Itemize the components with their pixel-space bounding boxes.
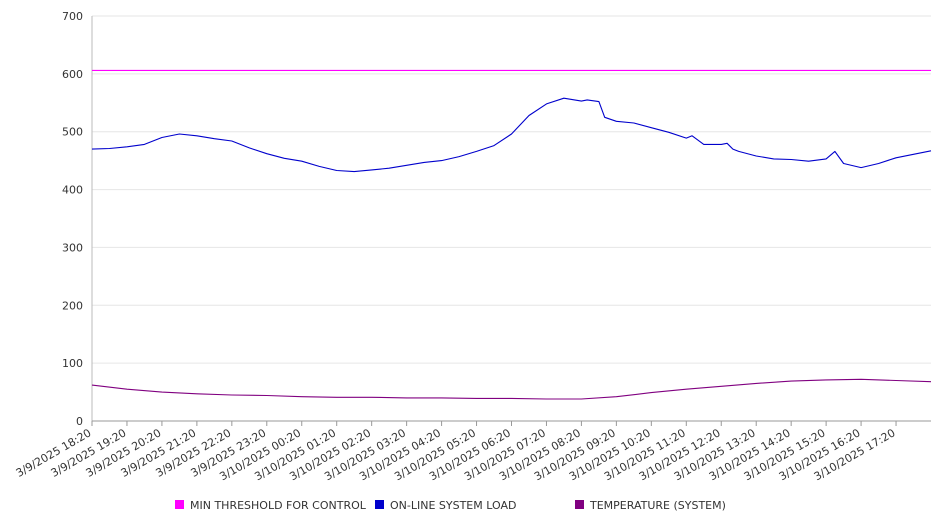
y-tick-label: 300 [62,241,83,254]
legend-swatch-0 [175,500,184,509]
y-tick-label: 100 [62,357,83,370]
y-tick-label: 700 [62,10,83,23]
grid [92,15,931,422]
y-tick-label: 200 [62,299,83,312]
legend: MIN THRESHOLD FOR CONTROL ON-LINE SYSTEM … [175,499,726,512]
legend-swatch-2 [575,500,584,509]
legend-label-1: ON-LINE SYSTEM LOAD [390,499,516,512]
legend-label-0: MIN THRESHOLD FOR CONTROL [190,499,367,512]
legend-label-2: TEMPERATURE (SYSTEM) [589,499,726,512]
y-tick-label: 0 [76,415,83,428]
y-tick-label: 600 [62,68,83,81]
series-line-2 [91,378,932,400]
series [91,69,932,400]
series-line-1 [91,97,932,173]
y-tick-label: 400 [62,184,83,197]
legend-swatch-1 [375,500,384,509]
y-tick-label: 500 [62,126,83,139]
